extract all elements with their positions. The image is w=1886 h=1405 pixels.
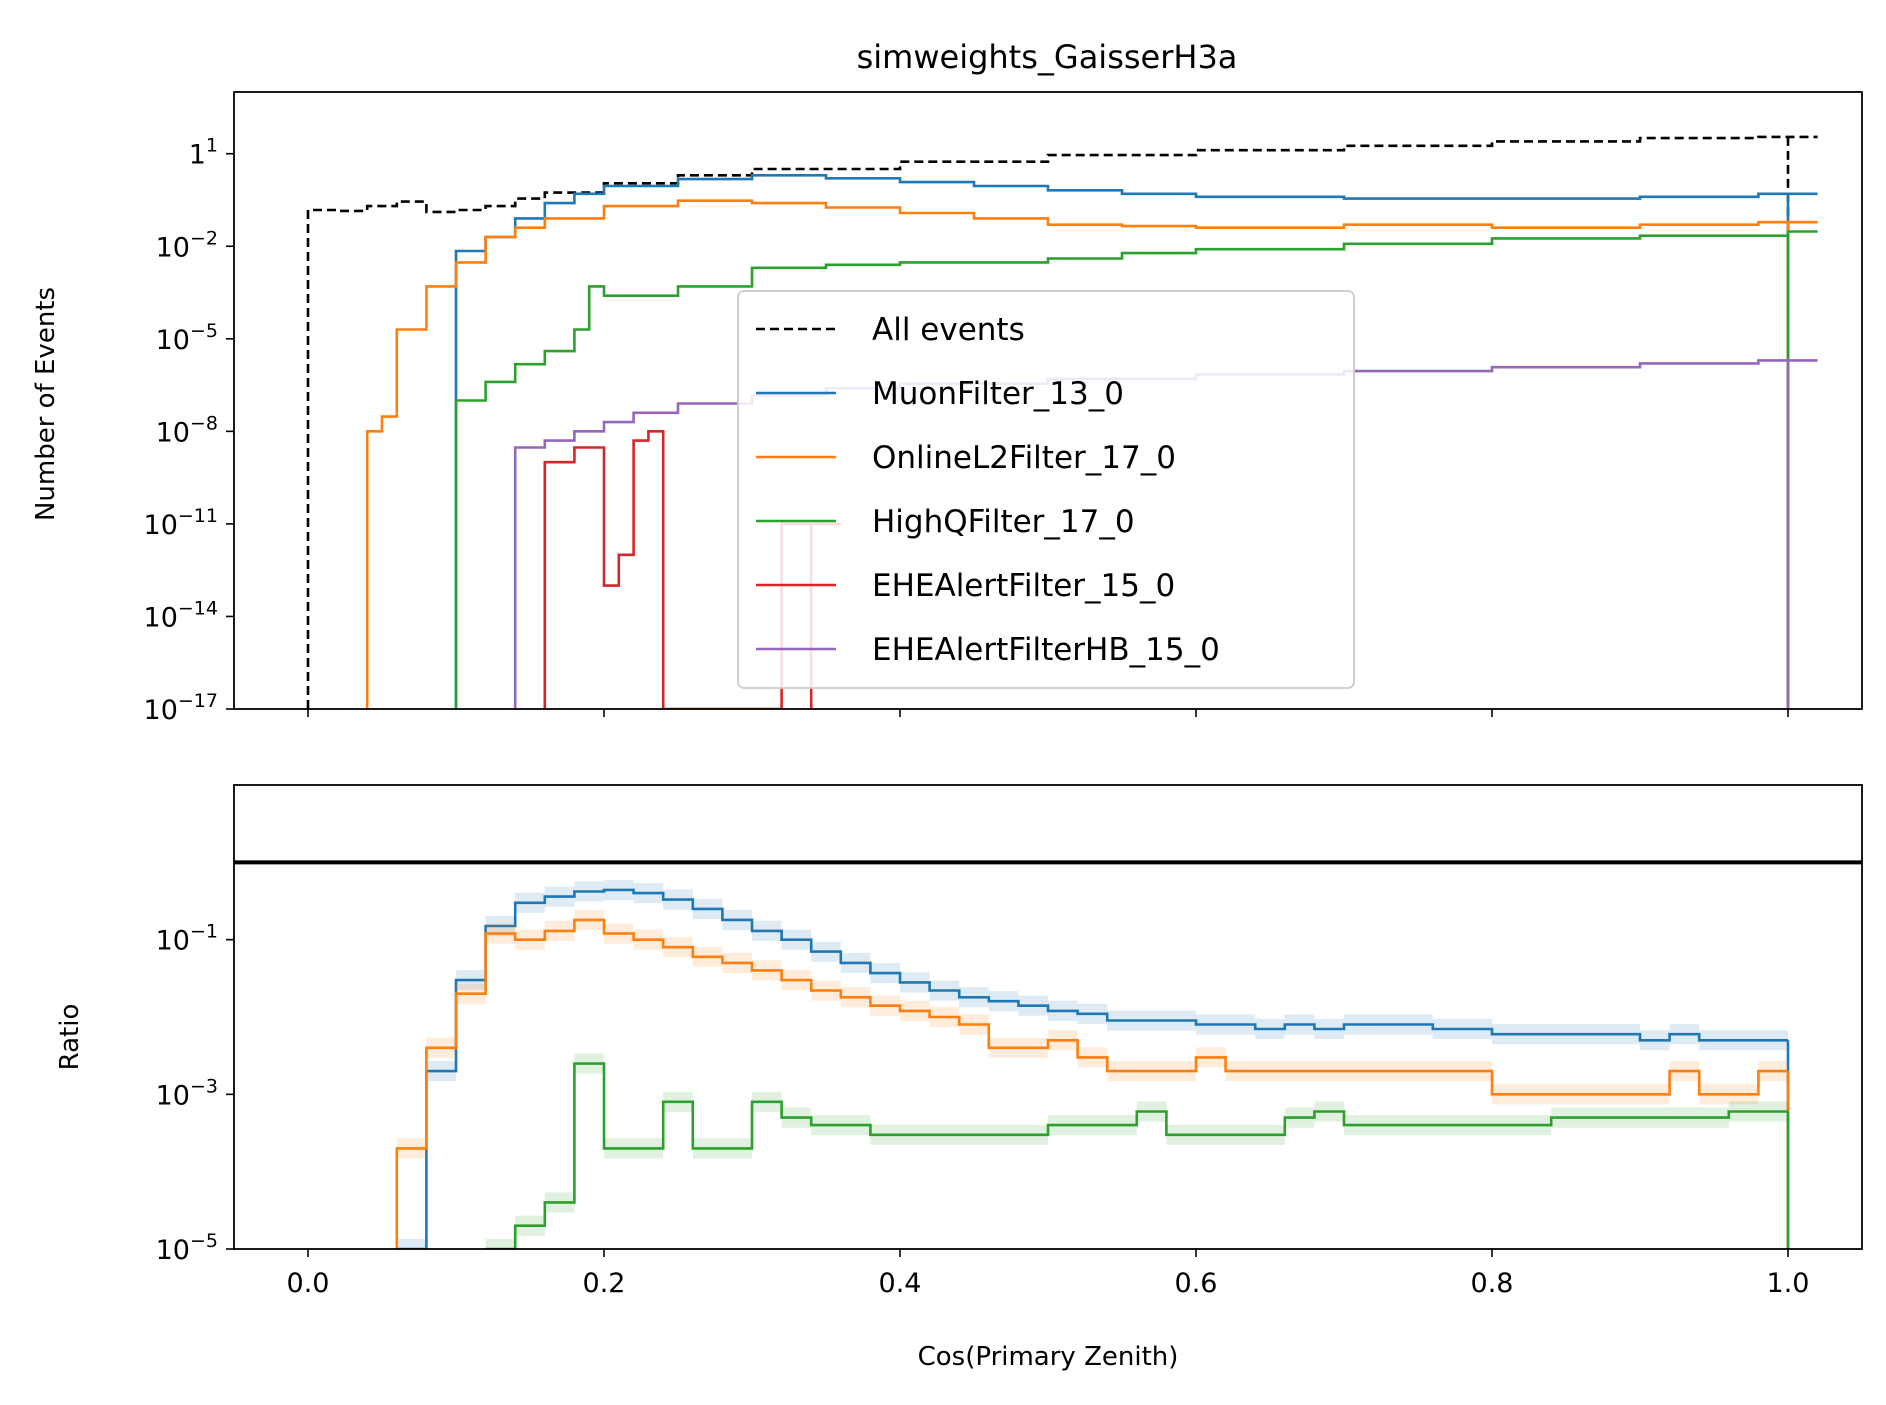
top-y-tick-label-4: 10−11 — [144, 505, 218, 541]
bottom-x-tick-label-1: 0.2 — [583, 1268, 626, 1299]
bottom-x-tick-label-3: 0.6 — [1175, 1268, 1218, 1299]
top-y-tick-label-1: 10−2 — [156, 227, 218, 263]
legend-box — [737, 290, 1355, 689]
legend: All events MuonFilter_13_0 OnlineL2Filter_… — [737, 290, 1355, 689]
legend-label-4: EHEAlertFilter_15_0 — [872, 568, 1175, 604]
ratio-series-line-2 — [485, 1062, 1788, 1249]
legend-label-1: MuonFilter_13_0 — [872, 376, 1124, 412]
bottom-x-tick-label-0: 0.0 — [287, 1268, 330, 1299]
bottom-x-tick-label-2: 0.4 — [879, 1268, 922, 1299]
bottom-plot-frame — [233, 784, 1863, 1250]
legend-label-2: OnlineL2Filter_17_0 — [872, 440, 1176, 476]
ratio-band-2 — [485, 1053, 1788, 1249]
top-y-tick-label-6: 10−17 — [144, 690, 218, 726]
top-y-axis-label: Number of Events — [31, 287, 61, 521]
top-series-line-3 — [454, 230, 1818, 709]
legend-label-3: HighQFilter_17_0 — [872, 504, 1135, 540]
legend-label-5: EHEAlertFilterHB_15_0 — [872, 632, 1220, 668]
top-plot-frame — [233, 91, 1863, 710]
top-y-tick-label-5: 10−14 — [144, 597, 218, 633]
bottom-y-tick-label-0: 10−1 — [156, 921, 218, 957]
ratio-series-line-1 — [395, 918, 1788, 1249]
chart-title: simweights_GaisserH3a — [857, 38, 1238, 76]
top-series-line-2 — [365, 199, 1818, 709]
x-axis-label: Cos(Primary Zenith) — [918, 1342, 1179, 1372]
legend-label-0: All events — [872, 312, 1025, 348]
top-y-tick-label-2: 10−5 — [156, 320, 218, 356]
bottom-x-tick-label-5: 1.0 — [1767, 1268, 1810, 1299]
top-y-tick-label-0: 11 — [189, 135, 218, 171]
top-y-tick-label-3: 10−8 — [156, 412, 218, 448]
ratio-series-line-0 — [396, 888, 1788, 1249]
bottom-y-tick-label-1: 10−3 — [156, 1075, 218, 1111]
bottom-plot-area: 10−1 10−3 10−5 0.0 0.2 0.4 0.6 0.8 1.0 — [156, 784, 1863, 1299]
bottom-x-tick-label-4: 0.8 — [1471, 1268, 1514, 1299]
bottom-y-tick-label-2: 10−5 — [156, 1230, 218, 1266]
top-series-line-0 — [306, 135, 1818, 709]
ratio-band-1 — [396, 909, 1788, 1159]
bottom-y-axis-label: Ratio — [55, 1004, 85, 1071]
